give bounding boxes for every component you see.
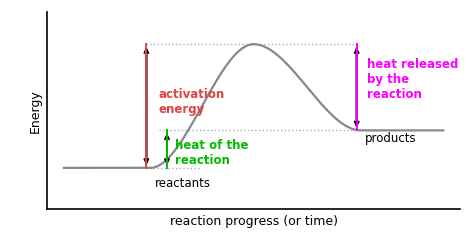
Text: reactants: reactants <box>155 177 210 190</box>
Text: heat of the
reaction: heat of the reaction <box>175 139 249 167</box>
Y-axis label: Energy: Energy <box>29 89 42 133</box>
Text: heat released
by the
reaction: heat released by the reaction <box>367 58 458 101</box>
X-axis label: reaction progress (or time): reaction progress (or time) <box>170 215 337 228</box>
Text: products: products <box>365 132 417 145</box>
Text: activation
energy: activation energy <box>159 88 225 116</box>
